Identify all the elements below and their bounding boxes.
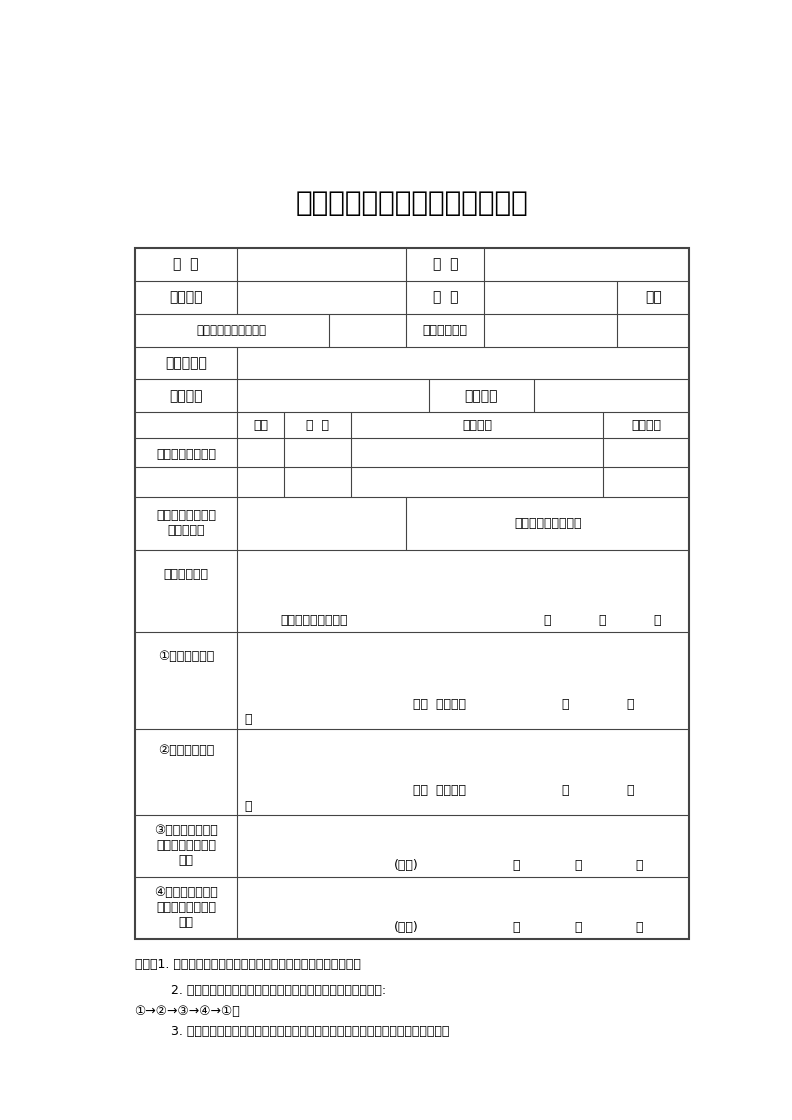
Text: 日: 日 (635, 922, 643, 934)
Text: 原就读学校联系电话: 原就读学校联系电话 (514, 516, 582, 530)
Text: ②转出学校意见: ②转出学校意见 (158, 744, 214, 757)
Text: 称谓: 称谓 (253, 419, 268, 431)
Text: 父母或监护人情况: 父母或监护人情况 (156, 448, 216, 460)
Text: 户籍所在地: 户籍所在地 (165, 356, 207, 370)
Text: 2. 本人或监护人须如实填写基本信息及申请理由。签章流程为:: 2. 本人或监护人须如实填写基本信息及申请理由。签章流程为: (135, 983, 386, 997)
Text: 月: 月 (626, 784, 634, 797)
Text: 姓  名: 姓 名 (307, 419, 329, 431)
Text: 通江县中小学生转学申请登记表: 通江县中小学生转学申请登记表 (295, 189, 528, 217)
Text: 月: 月 (626, 698, 634, 711)
Bar (135, 249, 690, 939)
Text: 民  族: 民 族 (432, 290, 458, 305)
Text: 个人标识码（学籍号）: 个人标识码（学籍号） (196, 324, 267, 337)
Text: 原就读学校名称及
学校标识码: 原就读学校名称及 学校标识码 (156, 510, 216, 538)
Text: 出生日期: 出生日期 (169, 290, 203, 305)
Text: 工作单位: 工作单位 (463, 419, 493, 431)
Text: 说明：1. 本申请表可作为转学联系信息和转学电子证明材料使用。: 说明：1. 本申请表可作为转学联系信息和转学电子证明材料使用。 (135, 958, 360, 971)
Text: 日: 日 (245, 713, 252, 727)
Text: 学校  （章）：: 学校 （章）： (413, 698, 466, 711)
Text: 日: 日 (245, 800, 252, 813)
Text: 姓  名: 姓 名 (173, 258, 199, 272)
Text: 就读年级: 就读年级 (465, 389, 498, 403)
Text: 月: 月 (599, 614, 606, 627)
Text: 年: 年 (512, 859, 520, 872)
Text: 学校  （章）：: 学校 （章）： (413, 784, 466, 797)
Text: (公章): (公章) (394, 859, 418, 872)
Text: 家长或监护人签名：: 家长或监护人签名： (280, 614, 348, 627)
Text: (公章): (公章) (394, 922, 418, 934)
Text: 居民身份证号: 居民身份证号 (423, 324, 468, 337)
Text: 性  别: 性 别 (432, 258, 458, 272)
Text: 年: 年 (562, 784, 569, 797)
Text: 家庭地址: 家庭地址 (169, 389, 203, 403)
Text: 日: 日 (654, 614, 661, 627)
Text: 年: 年 (543, 614, 550, 627)
Text: 3. 由转入学校教务处在规定的时间内集中到县教育局签章。转入学校在全国学籍系: 3. 由转入学校教务处在规定的时间内集中到县教育局签章。转入学校在全国学籍系 (135, 1025, 449, 1038)
Text: ①→②→③→④→①。: ①→②→③→④→①。 (135, 1006, 240, 1018)
Text: 照片: 照片 (645, 290, 662, 305)
Text: 日: 日 (635, 859, 643, 872)
Text: ④转入地学校所属
主管教育行政部门
意见: ④转入地学校所属 主管教育行政部门 意见 (154, 886, 218, 930)
Text: 月: 月 (574, 859, 581, 872)
Text: 年: 年 (562, 698, 569, 711)
Text: 联系电话: 联系电话 (631, 419, 661, 431)
Text: ①转入学校意见: ①转入学校意见 (158, 650, 214, 663)
Text: ③转出地学校所属
主管教育行政部门
意见: ③转出地学校所属 主管教育行政部门 意见 (154, 824, 218, 867)
Text: 年: 年 (512, 922, 520, 934)
Text: 月: 月 (574, 922, 581, 934)
Text: 申请转学理由: 申请转学理由 (163, 568, 208, 581)
